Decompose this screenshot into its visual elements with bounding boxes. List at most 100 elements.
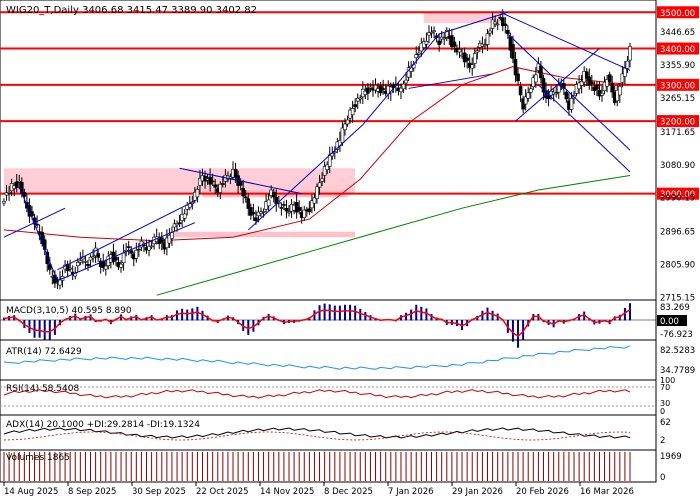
candle-body	[511, 44, 515, 59]
candle-body	[317, 182, 322, 188]
macd-histogram-bar	[410, 309, 413, 321]
trend-line	[515, 48, 600, 122]
macd-histogram-bar	[415, 304, 418, 321]
candle-body	[422, 41, 426, 48]
adx-tick-label: 2	[660, 436, 665, 446]
trend-line	[247, 124, 364, 231]
candle-body	[7, 191, 11, 194]
candle-body	[91, 256, 95, 259]
trend-line	[507, 33, 631, 151]
candle-body	[17, 181, 22, 183]
candle-body	[246, 198, 251, 209]
candle-body	[126, 246, 131, 248]
trend-line	[57, 222, 196, 282]
candle-body	[266, 199, 271, 207]
rsi-tick-label: 0	[660, 407, 665, 416]
candle-body	[579, 81, 584, 86]
trend-line	[179, 167, 302, 195]
candle-body	[618, 85, 622, 96]
candle-body	[450, 35, 454, 47]
y-tick-label: 3000.00	[660, 190, 695, 200]
macd-histogram-bar	[425, 308, 428, 321]
candle-body	[121, 252, 126, 264]
macd-histogram-bar	[491, 310, 494, 321]
short-moving-average-line	[3, 66, 631, 242]
candle-body	[602, 81, 607, 92]
macd-histogram-bar	[191, 308, 194, 321]
macd-histogram-bar	[522, 320, 525, 340]
macd-histogram-bar	[430, 314, 433, 321]
candle-body	[416, 52, 421, 55]
price-tag-bg	[657, 115, 699, 128]
candle-body	[88, 256, 93, 261]
macd-histogram-bar	[74, 313, 77, 321]
candle-body	[170, 232, 174, 239]
x-tick-label: 14 Nov 2025	[260, 487, 314, 497]
candle-body	[251, 212, 256, 215]
macd-tick-label: 83.269	[660, 303, 690, 313]
candle-body	[587, 76, 592, 86]
candle-body	[167, 234, 172, 244]
candle-body	[564, 91, 569, 100]
candle-body	[475, 50, 480, 53]
candle-body	[541, 77, 546, 93]
candle-body	[628, 46, 632, 61]
candle-body	[444, 30, 449, 38]
volume-tick-label: 1969	[660, 452, 682, 462]
candle-body	[399, 87, 403, 93]
adx-panel: 62 2	[3, 418, 671, 446]
atr-tick-label: 82.5283	[660, 346, 695, 356]
candle-body	[4, 192, 9, 196]
candle-body	[404, 79, 408, 84]
candle-body	[149, 245, 154, 248]
rsi-line	[3, 389, 631, 399]
candle-body	[503, 23, 508, 26]
candle-body	[302, 209, 307, 218]
candle-body	[147, 245, 151, 251]
trend-line	[438, 11, 509, 35]
macd-current-value: 0.00	[660, 317, 679, 327]
rsi-label: RSI(14) 58.5408	[6, 384, 79, 394]
rsi-tick-label: 100	[660, 376, 675, 385]
macd-histogram-bar	[511, 320, 514, 342]
y-tick-label: 3080.90	[660, 161, 695, 171]
macd-tick-label: -76.923	[660, 330, 693, 340]
candle-body	[282, 204, 286, 206]
candle-body	[584, 71, 589, 79]
y-tick-label: 2990.15	[660, 194, 695, 204]
macd-signal-line	[3, 309, 631, 338]
macd-histogram-bar	[313, 310, 316, 321]
macd-histogram-bar	[359, 308, 362, 321]
candle-body	[256, 211, 261, 217]
candle-body	[442, 37, 447, 40]
macd-histogram-bar	[176, 310, 179, 321]
candle-body	[2, 200, 6, 204]
x-tick-label: 30 Sep 2025	[132, 487, 186, 497]
candle-body	[312, 197, 317, 204]
macd-histogram-bar	[333, 305, 336, 321]
candle-body	[590, 81, 594, 85]
candle-body	[228, 176, 233, 179]
atr-tick-label: 34.7789	[660, 366, 695, 376]
trend-line	[538, 84, 631, 173]
candle-body	[465, 57, 469, 61]
candle-body	[58, 278, 62, 286]
candle-body	[320, 178, 324, 182]
symbol-header: WIG20_T,Daily 3406.68 3415.47 3389.90 34…	[6, 5, 257, 16]
macd-histogram-bar	[629, 303, 631, 321]
y-tick-label: 3200.00	[660, 118, 695, 128]
macd-histogram-bar	[201, 310, 204, 321]
macd-histogram-bar	[323, 303, 326, 321]
resistance-zone	[423, 12, 501, 24]
x-tick-label: 14 Aug 2025	[4, 487, 58, 497]
time-axis: 14 Aug 2025 8 Sep 2025 30 Sep 2025 22 Oct 2…	[0, 481, 656, 497]
price-tag-bg	[657, 42, 699, 55]
candle-body	[452, 41, 457, 47]
candle-body	[381, 88, 385, 90]
candle-body	[554, 92, 559, 95]
candle-body	[518, 85, 523, 96]
x-tick-label: 16 Mar 2026	[580, 487, 634, 497]
candle-body	[195, 189, 200, 198]
trend-line	[57, 200, 196, 271]
candle-body	[569, 98, 574, 110]
